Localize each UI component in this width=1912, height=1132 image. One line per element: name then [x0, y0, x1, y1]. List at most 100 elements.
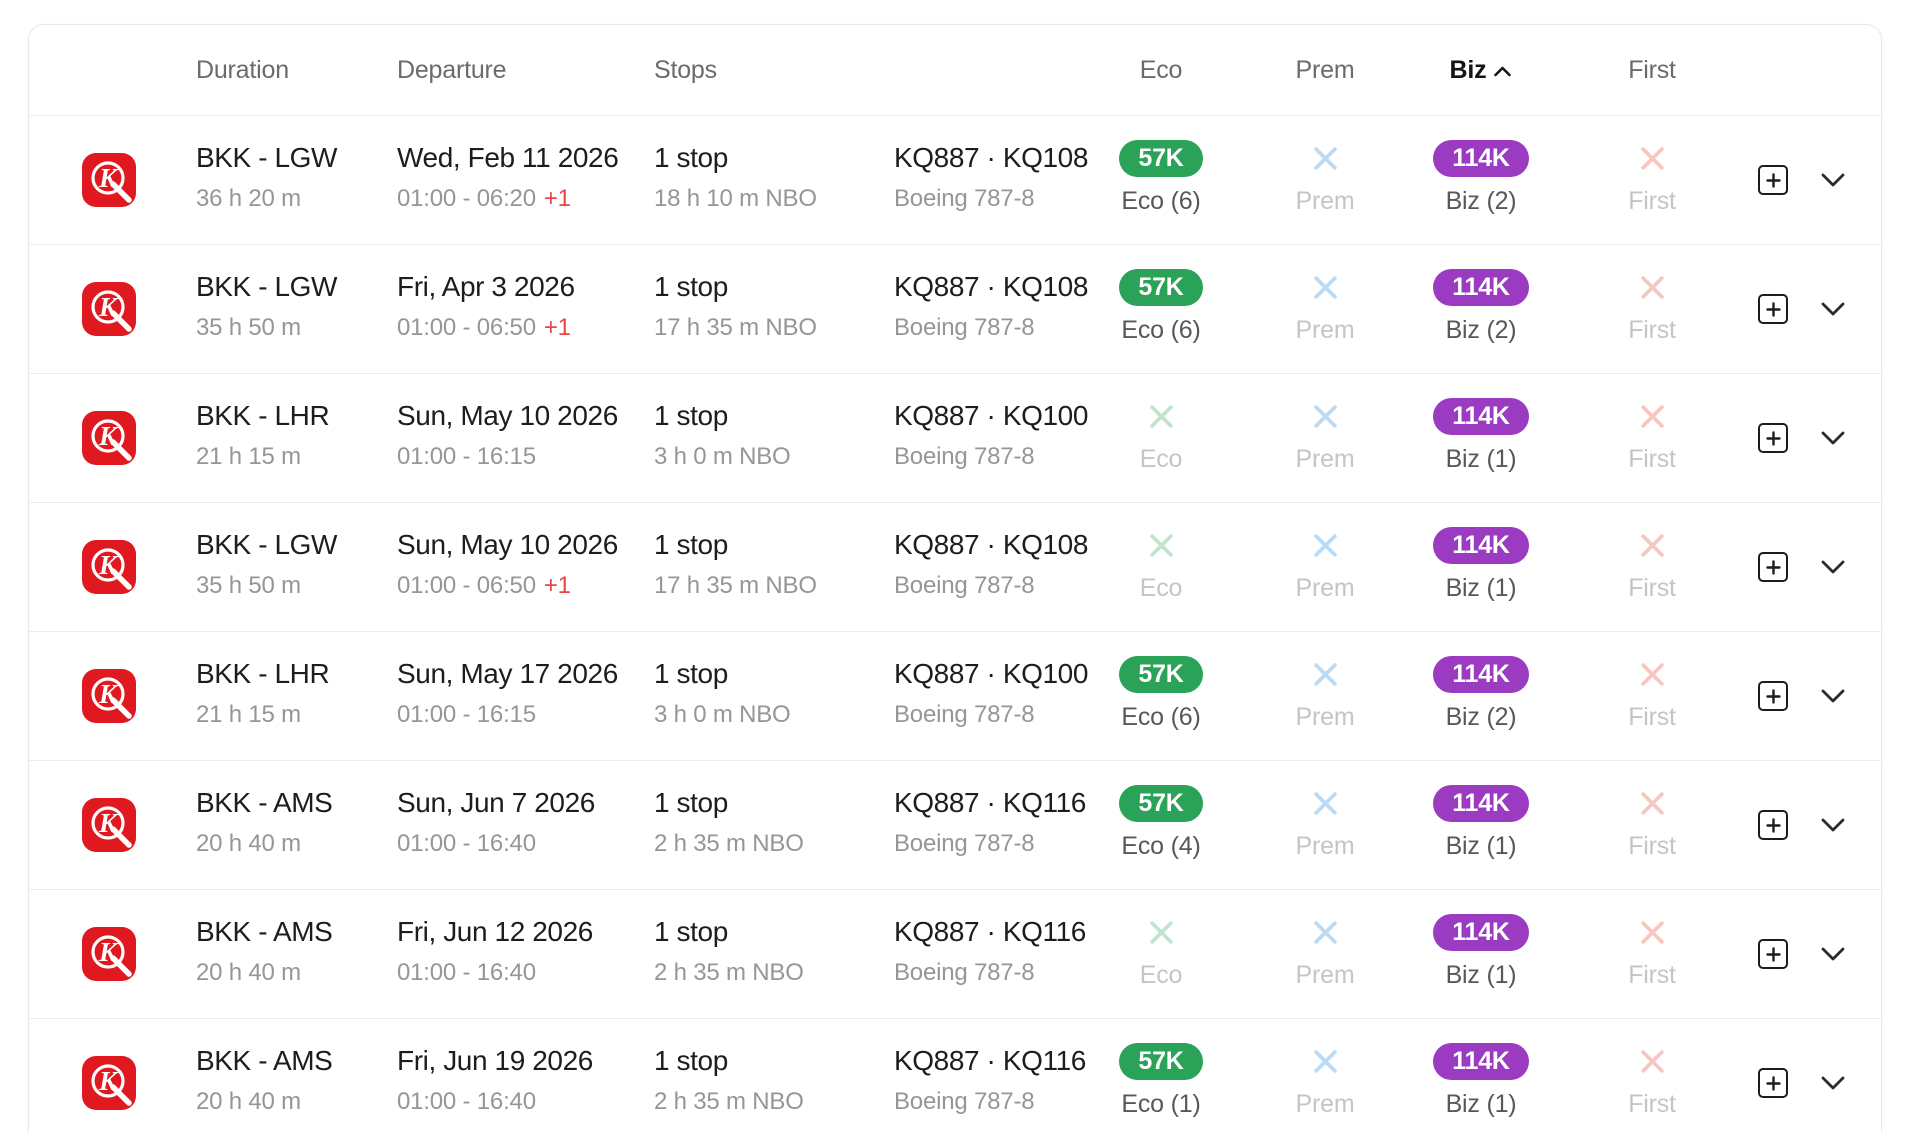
eco-price-pill[interactable]: 57K: [1119, 1043, 1203, 1080]
column-header-eco[interactable]: Eco: [1139, 55, 1183, 84]
eco-unavailable-icon: [1149, 921, 1173, 944]
total-duration: 36 h 20 m: [196, 185, 301, 212]
add-to-watchlist-button[interactable]: [1758, 552, 1788, 582]
add-to-watchlist-button[interactable]: [1758, 939, 1788, 969]
add-to-watchlist-button[interactable]: [1758, 1068, 1788, 1098]
column-header-stops[interactable]: Stops: [654, 55, 717, 84]
prem-cabin-label: Prem: [1295, 1090, 1355, 1118]
departure-times: 01:00 - 16:15: [397, 443, 536, 470]
layover-info: 2 h 35 m NBO: [654, 830, 804, 857]
add-to-watchlist-button[interactable]: [1758, 681, 1788, 711]
eco-cabin-label: Eco: [1139, 445, 1183, 473]
departure-date: Fri, Jun 19 2026: [397, 1045, 593, 1076]
first-unavailable-icon: [1640, 792, 1664, 815]
prem-unavailable-icon: [1313, 663, 1337, 686]
eco-availability-cell: Eco: [1081, 374, 1241, 502]
flight-result-row[interactable]: K BKK - LGW 36 h 20 m Wed, Feb 11 2026 0…: [29, 116, 1881, 245]
route: BKK - AMS: [196, 1045, 333, 1076]
biz-price-pill[interactable]: 114K: [1433, 398, 1529, 435]
overnight-indicator: +1: [543, 185, 571, 212]
departure-cell: Fri, Jun 12 2026 01:00 - 16:40: [397, 890, 593, 1018]
column-header-duration[interactable]: Duration: [196, 55, 289, 84]
route-cell: BKK - LGW 36 h 20 m: [196, 116, 337, 244]
biz-price-pill[interactable]: 114K: [1433, 785, 1529, 822]
column-header-biz[interactable]: Biz: [1401, 25, 1561, 115]
add-to-watchlist-button[interactable]: [1758, 423, 1788, 453]
flight-numbers: KQ887 · KQ116: [894, 916, 1086, 947]
aircraft-type: Boeing 787-8: [894, 443, 1035, 470]
expand-row-chevron-icon[interactable]: [1820, 430, 1846, 446]
expand-row-chevron-icon[interactable]: [1820, 688, 1846, 704]
departure-times: 01:00 - 16:15: [397, 701, 536, 728]
aircraft-type: Boeing 787-8: [894, 1088, 1035, 1115]
prem-unavailable-icon: [1313, 1050, 1337, 1073]
first-cabin-label: First: [1628, 961, 1676, 989]
results-card: Duration Departure Stops Eco Prem Biz Fi…: [28, 24, 1882, 1132]
airline-logo-kenya-airways-icon: K: [82, 1056, 136, 1110]
expand-row-chevron-icon[interactable]: [1820, 1075, 1846, 1091]
first-unavailable-icon: [1640, 534, 1664, 557]
biz-price-pill[interactable]: 114K: [1433, 527, 1529, 564]
add-to-watchlist-button[interactable]: [1758, 294, 1788, 324]
flight-cell: KQ887 · KQ116 Boeing 787-8: [894, 890, 1119, 1018]
route: BKK - AMS: [196, 787, 333, 818]
departure-cell: Sun, Jun 7 2026 01:00 - 16:40: [397, 761, 595, 889]
column-header-prem[interactable]: Prem: [1295, 55, 1355, 84]
flight-result-row[interactable]: K BKK - LHR 21 h 15 m Sun, May 17 2026 0…: [29, 632, 1881, 761]
expand-row-chevron-icon[interactable]: [1820, 301, 1846, 317]
first-unavailable-icon: [1640, 1050, 1664, 1073]
add-to-watchlist-button[interactable]: [1758, 810, 1788, 840]
total-duration: 20 h 40 m: [196, 1088, 301, 1115]
stops-count: 1 stop: [654, 142, 728, 173]
column-header-first[interactable]: First: [1628, 55, 1676, 84]
stops-cell: 1 stop 2 h 35 m NBO: [654, 761, 804, 889]
eco-price-pill[interactable]: 57K: [1119, 785, 1203, 822]
table-header: Duration Departure Stops Eco Prem Biz Fi…: [29, 25, 1881, 116]
eco-price-pill[interactable]: 57K: [1119, 656, 1203, 693]
first-cabin-label: First: [1628, 832, 1676, 860]
flight-cell: KQ887 · KQ100 Boeing 787-8: [894, 632, 1119, 760]
biz-price-pill[interactable]: 114K: [1433, 914, 1529, 951]
flight-result-row[interactable]: K BKK - AMS 20 h 40 m Fri, Jun 12 2026 0…: [29, 890, 1881, 1019]
expand-row-chevron-icon[interactable]: [1820, 172, 1846, 188]
flight-result-row[interactable]: K BKK - LHR 21 h 15 m Sun, May 10 2026 0…: [29, 374, 1881, 503]
add-to-watchlist-button[interactable]: [1758, 165, 1788, 195]
overnight-indicator: +1: [543, 314, 571, 341]
flight-result-row[interactable]: K BKK - AMS 20 h 40 m Sun, Jun 7 2026 01…: [29, 761, 1881, 890]
departure-date: Sun, May 17 2026: [397, 658, 618, 689]
flight-result-row[interactable]: K BKK - LGW 35 h 50 m Sun, May 10 2026 0…: [29, 503, 1881, 632]
eco-price-pill[interactable]: 57K: [1119, 140, 1203, 177]
first-availability-cell: First: [1572, 503, 1732, 631]
layover-info: 17 h 35 m NBO: [654, 572, 817, 599]
prem-cabin-label: Prem: [1295, 703, 1355, 731]
flight-result-row[interactable]: K BKK - LGW 35 h 50 m Fri, Apr 3 2026 01…: [29, 245, 1881, 374]
biz-price-pill[interactable]: 114K: [1433, 656, 1529, 693]
biz-cabin-label: Biz (1): [1445, 832, 1517, 860]
column-header-departure[interactable]: Departure: [397, 55, 507, 84]
route-cell: BKK - LHR 21 h 15 m: [196, 632, 330, 760]
aircraft-type: Boeing 787-8: [894, 572, 1035, 599]
aircraft-type: Boeing 787-8: [894, 830, 1035, 857]
flight-numbers: KQ887 · KQ108: [894, 271, 1089, 302]
total-duration: 35 h 50 m: [196, 314, 301, 341]
biz-price-pill[interactable]: 114K: [1433, 269, 1529, 306]
stops-cell: 1 stop 3 h 0 m NBO: [654, 632, 791, 760]
stops-count: 1 stop: [654, 1045, 728, 1076]
eco-price-pill[interactable]: 57K: [1119, 269, 1203, 306]
biz-availability-cell: 114K Biz (2): [1401, 632, 1561, 760]
biz-price-pill[interactable]: 114K: [1433, 140, 1529, 177]
stops-cell: 1 stop 17 h 35 m NBO: [654, 245, 817, 373]
biz-cabin-label: Biz (2): [1445, 703, 1517, 731]
eco-availability-cell: 57K Eco (6): [1081, 632, 1241, 760]
biz-price-pill[interactable]: 114K: [1433, 1043, 1529, 1080]
results-list: K BKK - LGW 36 h 20 m Wed, Feb 11 2026 0…: [29, 116, 1881, 1132]
route-cell: BKK - LHR 21 h 15 m: [196, 374, 330, 502]
expand-row-chevron-icon[interactable]: [1820, 817, 1846, 833]
expand-row-chevron-icon[interactable]: [1820, 946, 1846, 962]
stops-cell: 1 stop 18 h 10 m NBO: [654, 116, 817, 244]
route-cell: BKK - LGW 35 h 50 m: [196, 245, 337, 373]
total-duration: 21 h 15 m: [196, 701, 301, 728]
expand-row-chevron-icon[interactable]: [1820, 559, 1846, 575]
flight-result-row[interactable]: K BKK - AMS 20 h 40 m Fri, Jun 19 2026 0…: [29, 1019, 1881, 1132]
